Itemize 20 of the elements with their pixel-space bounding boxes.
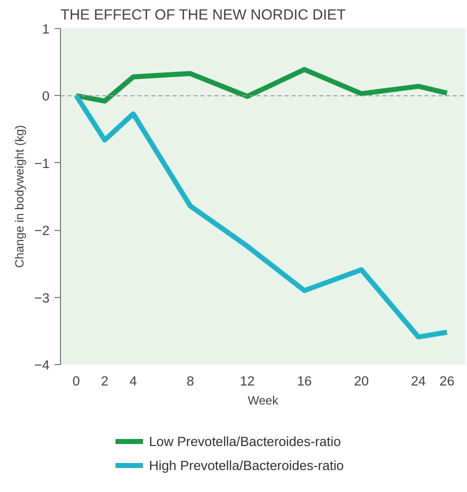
x-tick-label: 12 <box>240 374 255 388</box>
x-tick-label: 24 <box>411 374 426 388</box>
legend-label: High Prevotella/Bacteroides-ratio <box>149 458 344 472</box>
x-tick-label: 4 <box>130 374 138 388</box>
chart-title: THE EFFECT OF THE NEW NORDIC DIET <box>60 8 346 24</box>
x-tick-label: 8 <box>186 374 194 388</box>
y-tick-label: −2 <box>34 223 50 238</box>
x-tick-label: 0 <box>72 374 80 388</box>
x-axis-title: Week <box>248 394 280 408</box>
legend-label: Low Prevotella/Bacteroides-ratio <box>149 434 341 448</box>
y-tick-label: −3 <box>34 290 50 306</box>
x-tick-label: 26 <box>440 374 454 388</box>
y-tick-label: 0 <box>42 88 50 104</box>
x-tick-label: 20 <box>354 374 369 388</box>
y-axis-title: Change in bodyweight (kg) <box>12 125 26 268</box>
x-tick-label: 2 <box>101 374 108 388</box>
y-tick-label: −1 <box>34 156 50 171</box>
y-tick-label: 1 <box>42 22 50 36</box>
y-tick-label: −4 <box>34 358 50 372</box>
x-tick-label: 16 <box>296 374 312 388</box>
